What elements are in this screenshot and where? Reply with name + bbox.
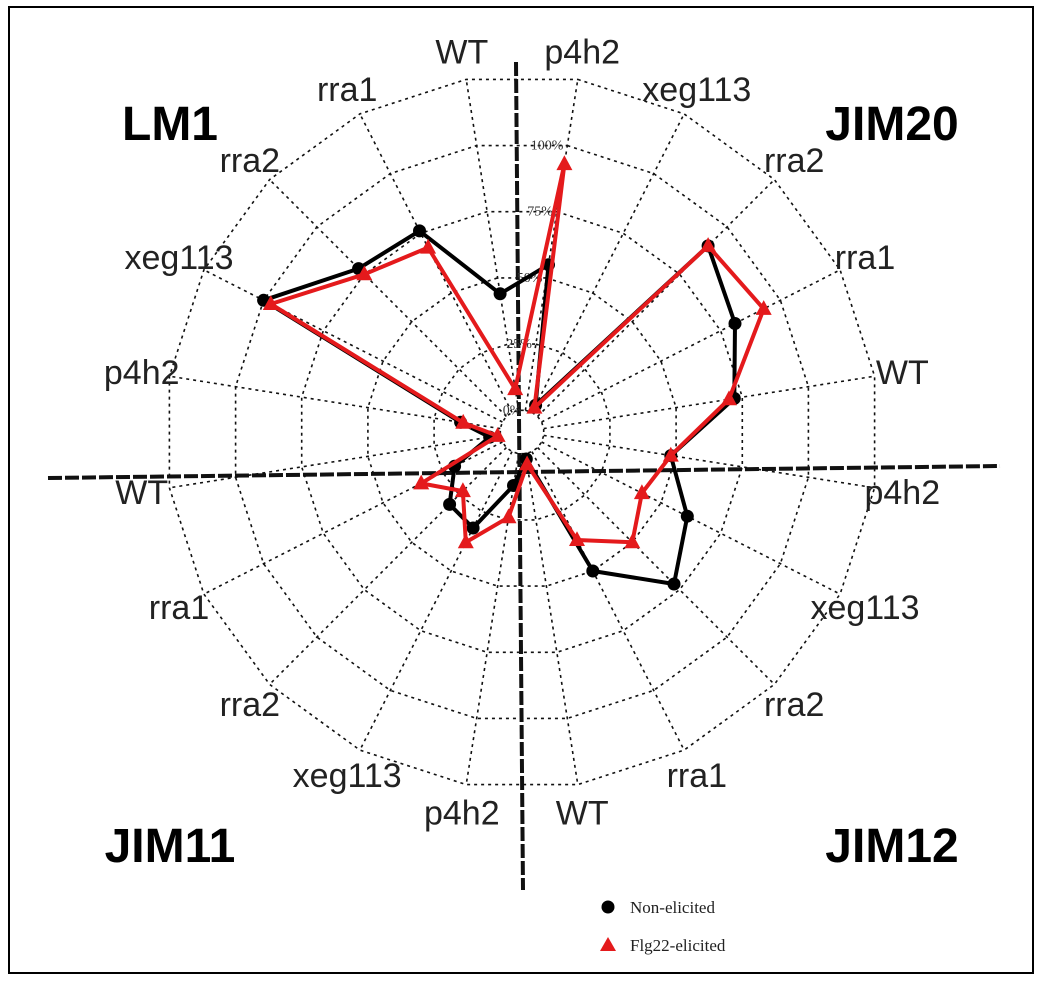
point-1-5 (662, 446, 679, 462)
category-label-2: rra2 (764, 142, 824, 180)
category-label-6: xeg113 (810, 589, 919, 627)
point-1-14 (489, 427, 506, 442)
point-0-7 (667, 577, 681, 591)
grid-ring-3 (300, 210, 744, 654)
point-1-1 (526, 398, 543, 414)
legend-marker-flg22-elicited (600, 937, 616, 951)
radar-grid (168, 78, 876, 786)
point-1-19 (507, 380, 524, 396)
radial-tick-label-1: 25% (506, 337, 532, 352)
point-1-3 (755, 300, 772, 315)
category-label-17: rra2 (220, 142, 280, 180)
category-label-14: WT (115, 474, 168, 512)
category-label-3: rra1 (835, 239, 895, 277)
point-1-0 (556, 155, 573, 171)
point-1-16 (262, 295, 279, 310)
point-0-3 (728, 317, 742, 330)
series-0 (257, 224, 742, 591)
category-label-11: xeg113 (293, 757, 402, 795)
grid-spoke-19 (465, 79, 520, 411)
category-label-12: rra2 (220, 686, 280, 724)
legend-marker-non-elicited (601, 900, 615, 914)
point-1-9 (519, 455, 536, 471)
grid-spoke-17 (269, 179, 507, 417)
point-0-6 (680, 509, 694, 523)
category-label-7: rra2 (764, 686, 824, 724)
series-1 (262, 155, 772, 549)
quadrant-label-0: LM1 (122, 98, 218, 151)
category-label-8: rra1 (667, 757, 727, 795)
quadrant-label-2: JIM12 (825, 820, 958, 873)
radial-tick-label-4: 100% (531, 139, 564, 154)
grid-spoke-5 (543, 434, 875, 489)
point-1-7 (624, 533, 641, 549)
point-0-8 (586, 564, 600, 578)
legend: Non-elicited Flg22-elicited (600, 898, 726, 955)
category-label-9: WT (556, 794, 609, 832)
category-label-18: rra1 (317, 71, 377, 109)
category-label-5: p4h2 (864, 474, 940, 512)
grid-spoke-0 (524, 79, 579, 411)
point-1-8 (569, 531, 585, 546)
point-1-15 (455, 413, 472, 429)
category-label-1: xeg113 (642, 71, 751, 109)
grid-spoke-11 (359, 451, 513, 751)
point-1-10 (500, 508, 517, 524)
category-label-19: WT (435, 34, 488, 72)
legend-label-flg22-elicited: Flg22-elicited (630, 936, 726, 955)
point-1-13 (413, 474, 430, 490)
grid-spoke-2 (537, 179, 775, 417)
point-1-17 (356, 265, 373, 281)
quadrant-label-1: JIM20 (825, 98, 958, 151)
point-0-18 (413, 224, 426, 238)
grid-spoke-15 (169, 375, 501, 430)
category-label-10: p4h2 (424, 794, 500, 832)
point-1-4 (721, 390, 737, 406)
point-0-12 (443, 497, 457, 511)
radial-tick-labels: 0%25%50%75%100% (503, 139, 564, 419)
point-1-6 (633, 484, 650, 500)
grid-ring-0 (499, 409, 545, 455)
category-labels: p4h2 xeg113 rra2 rra1 WT p4h2 xeg113 rra2 rra1 WT… (104, 34, 940, 833)
grid-spoke-10 (465, 453, 520, 785)
grid-ring-5 (168, 78, 876, 786)
grid-spoke-7 (537, 447, 775, 685)
point-1-18 (420, 238, 437, 254)
legend-label-non-elicited: Non-elicited (630, 898, 715, 917)
category-label-4: WT (876, 354, 929, 392)
grid-ring-4 (234, 144, 810, 720)
radial-tick-label-3: 75% (527, 205, 553, 220)
quadrant-labels: LM1 JIM20 JIM12 JIM11 (105, 98, 959, 873)
point-0-19 (493, 287, 507, 301)
grid-spoke-8 (531, 451, 685, 751)
grid-ring-2 (367, 277, 677, 587)
point-1-2 (700, 237, 717, 252)
series-layer (257, 155, 772, 591)
grid-ring-1 (433, 343, 611, 521)
grid-spoke-3 (541, 269, 841, 423)
quadrant-label-3: JIM11 (105, 820, 236, 873)
category-label-15: p4h2 (104, 354, 180, 392)
radial-tick-label-0: 0% (503, 403, 522, 418)
category-label-16: xeg113 (124, 239, 233, 277)
category-label-13: rra1 (149, 589, 209, 627)
point-1-12 (454, 482, 471, 498)
point-1-11 (457, 533, 474, 549)
category-label-0: p4h2 (544, 34, 620, 72)
point-0-11 (466, 521, 480, 535)
grid-spoke-12 (269, 447, 507, 685)
